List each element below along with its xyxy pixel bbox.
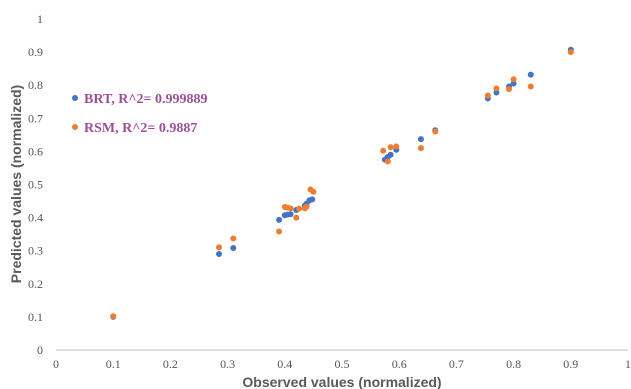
x-tick-label: 1 xyxy=(625,357,631,371)
rsm-data-point xyxy=(216,244,223,251)
y-tick-label: 0.2 xyxy=(28,277,43,291)
y-axis-ticks: 0 0.1 0.2 0.3 0.4 0.5 0.6 0.7 0.8 0.9 1 xyxy=(28,12,43,357)
x-axis-ticks: 0 0.1 0.2 0.3 0.4 0.5 0.6 0.7 0.8 0.9 1 xyxy=(53,357,631,371)
brt-data-point xyxy=(387,151,394,158)
x-tick-label: 0.2 xyxy=(163,357,178,371)
rsm-data-point xyxy=(567,49,574,56)
rsm-data-point xyxy=(510,76,517,83)
y-tick-label: 0.6 xyxy=(28,144,43,158)
brt-data-point xyxy=(527,71,534,78)
brt-data-point xyxy=(417,136,424,143)
y-tick-label: 0.4 xyxy=(28,211,43,225)
y-tick-label: 0.5 xyxy=(28,178,43,192)
y-tick-label: 1 xyxy=(37,12,43,26)
brt-data-point xyxy=(276,216,283,223)
brt-data-point xyxy=(230,245,237,252)
rsm-data-point xyxy=(527,83,534,90)
y-tick-label: 0.3 xyxy=(28,244,43,258)
data-points xyxy=(110,46,574,320)
rsm-data-point xyxy=(393,143,400,150)
rsm-data-point xyxy=(293,214,300,221)
y-tick-label: 0.9 xyxy=(28,45,43,59)
y-tick-label: 0.8 xyxy=(28,78,43,92)
rsm-data-point xyxy=(276,228,283,235)
rsm-data-point xyxy=(432,128,439,135)
rsm-data-point xyxy=(493,85,500,92)
rsm-data-point xyxy=(417,145,424,152)
rsm-data-point xyxy=(380,147,387,154)
y-axis-title: Predicted values (normalized) xyxy=(8,85,24,283)
rsm-data-point xyxy=(287,205,294,212)
y-tick-label: 0.1 xyxy=(28,310,43,324)
x-tick-label: 0.6 xyxy=(392,357,407,371)
legend-marker-rsm xyxy=(72,124,78,130)
rsm-data-point xyxy=(506,86,513,93)
x-axis-title: Observed values (normalized) xyxy=(242,374,441,389)
brt-data-point xyxy=(287,211,294,218)
y-tick-label: 0.7 xyxy=(28,111,43,125)
legend: BRT, R^2= 0.999889 RSM, R^2= 0.9887 xyxy=(72,92,207,136)
brt-data-point xyxy=(309,196,316,203)
x-tick-label: 0.7 xyxy=(449,357,464,371)
x-tick-label: 0.1 xyxy=(106,357,121,371)
rsm-data-point xyxy=(310,188,317,195)
legend-label-rsm: RSM, R^2= 0.9887 xyxy=(84,121,197,136)
rsm-data-point xyxy=(387,144,394,151)
x-tick-label: 0.5 xyxy=(335,357,350,371)
legend-marker-brt xyxy=(72,95,78,101)
rsm-data-point xyxy=(484,92,491,99)
legend-label-brt: BRT, R^2= 0.999889 xyxy=(84,92,207,107)
rsm-data-point xyxy=(110,313,117,320)
brt-data-point xyxy=(510,80,517,87)
rsm-data-point xyxy=(303,203,310,210)
x-tick-label: 0.4 xyxy=(277,357,292,371)
rsm-data-point xyxy=(230,235,237,242)
rsm-data-point xyxy=(296,205,303,212)
x-tick-label: 0.8 xyxy=(506,357,521,371)
x-tick-label: 0.9 xyxy=(563,357,578,371)
y-tick-label: 0 xyxy=(37,343,43,357)
x-tick-label: 0.3 xyxy=(220,357,235,371)
brt-data-point xyxy=(216,251,223,258)
x-tick-label: 0 xyxy=(53,357,59,371)
rsm-data-point xyxy=(384,158,391,165)
